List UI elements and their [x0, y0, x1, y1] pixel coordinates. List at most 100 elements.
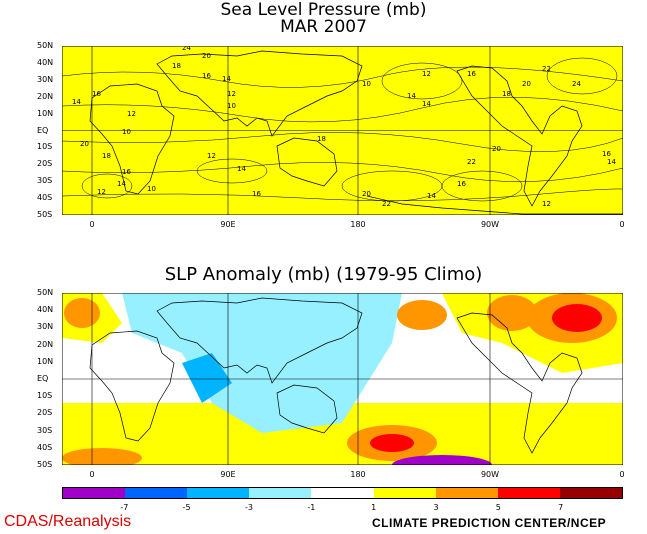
contour-label: 14: [222, 75, 231, 83]
colorbar: [62, 487, 623, 499]
lon-label: 90E: [220, 220, 236, 229]
colorbar-label: 1: [371, 503, 377, 512]
contour-label: 10: [362, 80, 371, 88]
lon-label: 0: [619, 220, 625, 229]
colorbar-segment: [63, 488, 126, 498]
contour-label: 10: [122, 128, 131, 136]
colorbar-label: 3: [433, 503, 439, 512]
contour-label: 12: [207, 152, 216, 160]
credit-right: CLIMATE PREDICTION CENTER/NCEP: [372, 516, 607, 530]
contour-label: 22: [467, 158, 476, 166]
lat-label: 50N: [37, 41, 54, 50]
isobars: [62, 57, 623, 202]
contour-label: 14: [237, 165, 246, 173]
contour-label: 18: [102, 152, 111, 160]
lon-label: 90W: [480, 470, 500, 479]
contour-label: 18: [172, 62, 181, 70]
contour-label: 16: [122, 168, 131, 176]
anomaly-title: SLP Anomaly (mb) (1979-95 Climo): [164, 264, 483, 285]
lat-label: 20S: [37, 159, 53, 169]
anomaly-map: [62, 293, 623, 465]
contour-label: 14: [72, 98, 81, 106]
lat-label: 20N: [37, 91, 54, 101]
lon-label: 90W: [480, 220, 500, 229]
lon-label: 0: [89, 470, 95, 479]
contour-label: 14: [422, 100, 431, 108]
contour-label: 22: [382, 200, 391, 208]
contour-label: 20: [522, 80, 531, 88]
colorbar-segment: [249, 488, 312, 498]
contour-label: 20: [80, 140, 89, 148]
lat-label: 30S: [37, 176, 53, 186]
lat-label: 40S: [37, 442, 53, 452]
grid-lines: [62, 46, 623, 215]
colorbar-segment: [435, 488, 498, 498]
lat-label: 40N: [37, 305, 54, 315]
grid-lines-2: [62, 293, 623, 465]
contour-label: 16: [457, 180, 466, 188]
lat-label: 20S: [37, 408, 53, 418]
contour-label: 16: [467, 70, 476, 78]
contour-label: 16: [602, 150, 611, 158]
contour-label: 12: [542, 200, 551, 208]
contour-label: 22: [542, 65, 551, 73]
slp-title: Sea Level Pressure (mb): [220, 0, 427, 20]
colorbar-segment: [373, 488, 436, 498]
contour-label: 12: [227, 90, 236, 98]
lon-label: 180: [350, 220, 366, 229]
contour-label: 16: [202, 72, 211, 80]
lat-label: 30N: [37, 74, 54, 84]
contour-label: 24: [182, 46, 191, 52]
lat-label: 10N: [37, 356, 54, 366]
contour-label: 16: [92, 90, 101, 98]
contour-label: 14: [427, 192, 436, 200]
lat-label: 50N: [37, 288, 54, 297]
colorbar-segment: [311, 488, 374, 498]
anomaly-shading: [62, 293, 623, 465]
contour-label: 14: [117, 180, 126, 188]
lat-label: EQ: [37, 374, 49, 383]
slp-subtitle: MAR 2007: [280, 17, 367, 37]
contour-label: 20: [202, 52, 211, 60]
contour-label: 10: [147, 185, 156, 193]
contour-label: 12: [127, 110, 136, 118]
colorbar-segment: [559, 488, 622, 498]
contour-label: 20: [492, 145, 501, 153]
contour-label: 24: [572, 80, 581, 88]
continent-outlines: [89, 50, 623, 215]
lat-label: EQ: [37, 125, 49, 135]
lat-label: 30N: [37, 322, 54, 332]
contour-label: 10: [227, 102, 236, 110]
contour-label: 16: [252, 190, 261, 198]
contour-label: 14: [607, 158, 616, 166]
continent-outlines-2: [89, 297, 583, 454]
colorbar-label: -3: [245, 503, 253, 512]
contour-label: 20: [362, 190, 371, 198]
lat-label: 50S: [37, 210, 53, 219]
lat-label: 30S: [37, 425, 53, 435]
contour-label: 12: [97, 188, 106, 196]
lat-label: 50S: [37, 460, 53, 469]
contour-label: 12: [422, 70, 431, 78]
credit-left: CDAS/Reanalysis: [4, 513, 132, 530]
contour-label: 18: [317, 135, 326, 143]
lon-label: 180: [350, 470, 366, 479]
contour-label: 14: [407, 92, 416, 100]
colorbar-segment: [125, 488, 188, 498]
lon-label: 0: [619, 470, 625, 479]
lon-label: 90E: [220, 470, 236, 479]
colorbar-label: -7: [120, 503, 129, 512]
lat-label: 10S: [37, 142, 53, 152]
lat-label: 10N: [37, 108, 54, 118]
colorbar-label: -1: [307, 503, 316, 512]
lat-label: 20N: [37, 339, 54, 349]
colorbar-label: -5: [182, 503, 191, 512]
colorbar-label: 7: [558, 503, 564, 512]
colorbar-segment: [497, 488, 560, 498]
lat-label: 40N: [37, 57, 54, 67]
colorbar-label: 5: [495, 503, 501, 512]
lat-label: 10S: [37, 391, 53, 401]
contour-label: 18: [502, 90, 511, 98]
lat-label: 40S: [37, 193, 53, 203]
